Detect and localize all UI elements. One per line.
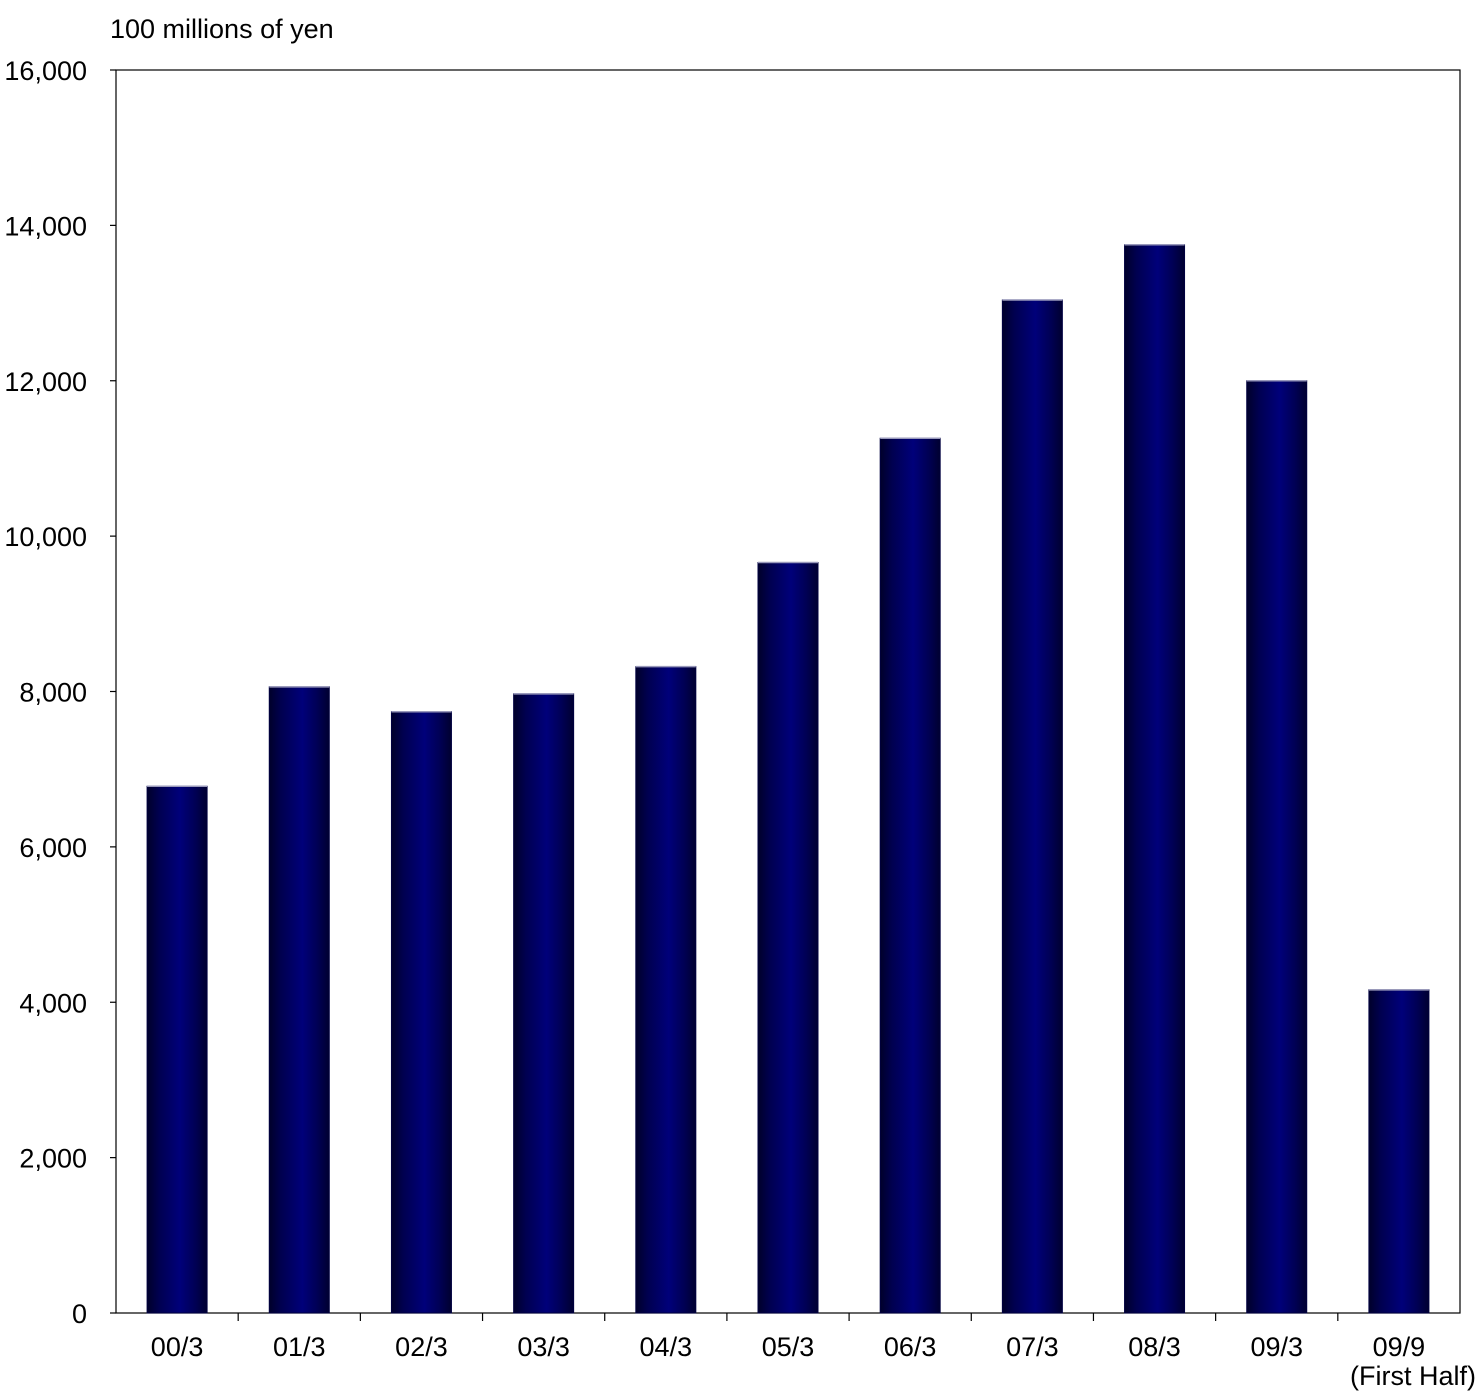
- x-tick-label: 02/3: [395, 1332, 448, 1362]
- x-tick-label: 03/3: [517, 1332, 570, 1362]
- bar-03-3: [513, 693, 575, 1314]
- x-tick-label: 07/3: [1006, 1332, 1059, 1362]
- x-tick-labels: 00/3 01/3 02/3 03/3 04/3 05/3 06/3 07/3 08/3 09/3…: [151, 1332, 1476, 1391]
- y-tick-label: 4,000: [19, 988, 87, 1018]
- bar-09-3: [1246, 380, 1308, 1314]
- x-tick-label: 01/3: [273, 1332, 326, 1362]
- x-tick-label: 08/3: [1128, 1332, 1181, 1362]
- x-tick-sublabel: (First Half): [1350, 1361, 1476, 1391]
- y-tick-label: 8,000: [19, 678, 87, 708]
- bar-06-3: [879, 437, 941, 1314]
- y-tick-label: 2,000: [19, 1144, 87, 1174]
- y-tick-label: 0: [72, 1299, 87, 1329]
- bar-09-9: [1368, 989, 1430, 1314]
- x-tick-label: 09/3: [1250, 1332, 1303, 1362]
- x-tick-label: 05/3: [762, 1332, 815, 1362]
- axis-ticks: [110, 69, 1339, 1321]
- y-tick-labels: 0 2,000 4,000 6,000 8,000 10,000 12,000 14,000 1…: [4, 56, 87, 1329]
- y-axis-unit-label: 100 millions of yen: [110, 14, 334, 44]
- bar-00-3: [146, 785, 208, 1314]
- bar-02-3: [390, 711, 452, 1314]
- bar-08-3: [1124, 244, 1186, 1314]
- bar-01-3: [268, 686, 330, 1314]
- y-tick-label: 6,000: [19, 833, 87, 863]
- y-tick-label: 10,000: [4, 522, 87, 552]
- y-tick-label: 14,000: [4, 211, 87, 241]
- x-tick-label: 04/3: [640, 1332, 693, 1362]
- y-tick-label: 12,000: [4, 367, 87, 397]
- bar-05-3: [757, 562, 819, 1314]
- x-tick-label: 00/3: [151, 1332, 204, 1362]
- x-tick-label: 06/3: [884, 1332, 937, 1362]
- bars: [146, 244, 1430, 1314]
- bar-04-3: [635, 666, 697, 1314]
- y-tick-label: 16,000: [4, 56, 87, 86]
- x-tick-label: 09/9: [1373, 1332, 1426, 1362]
- bar-07-3: [1001, 299, 1063, 1314]
